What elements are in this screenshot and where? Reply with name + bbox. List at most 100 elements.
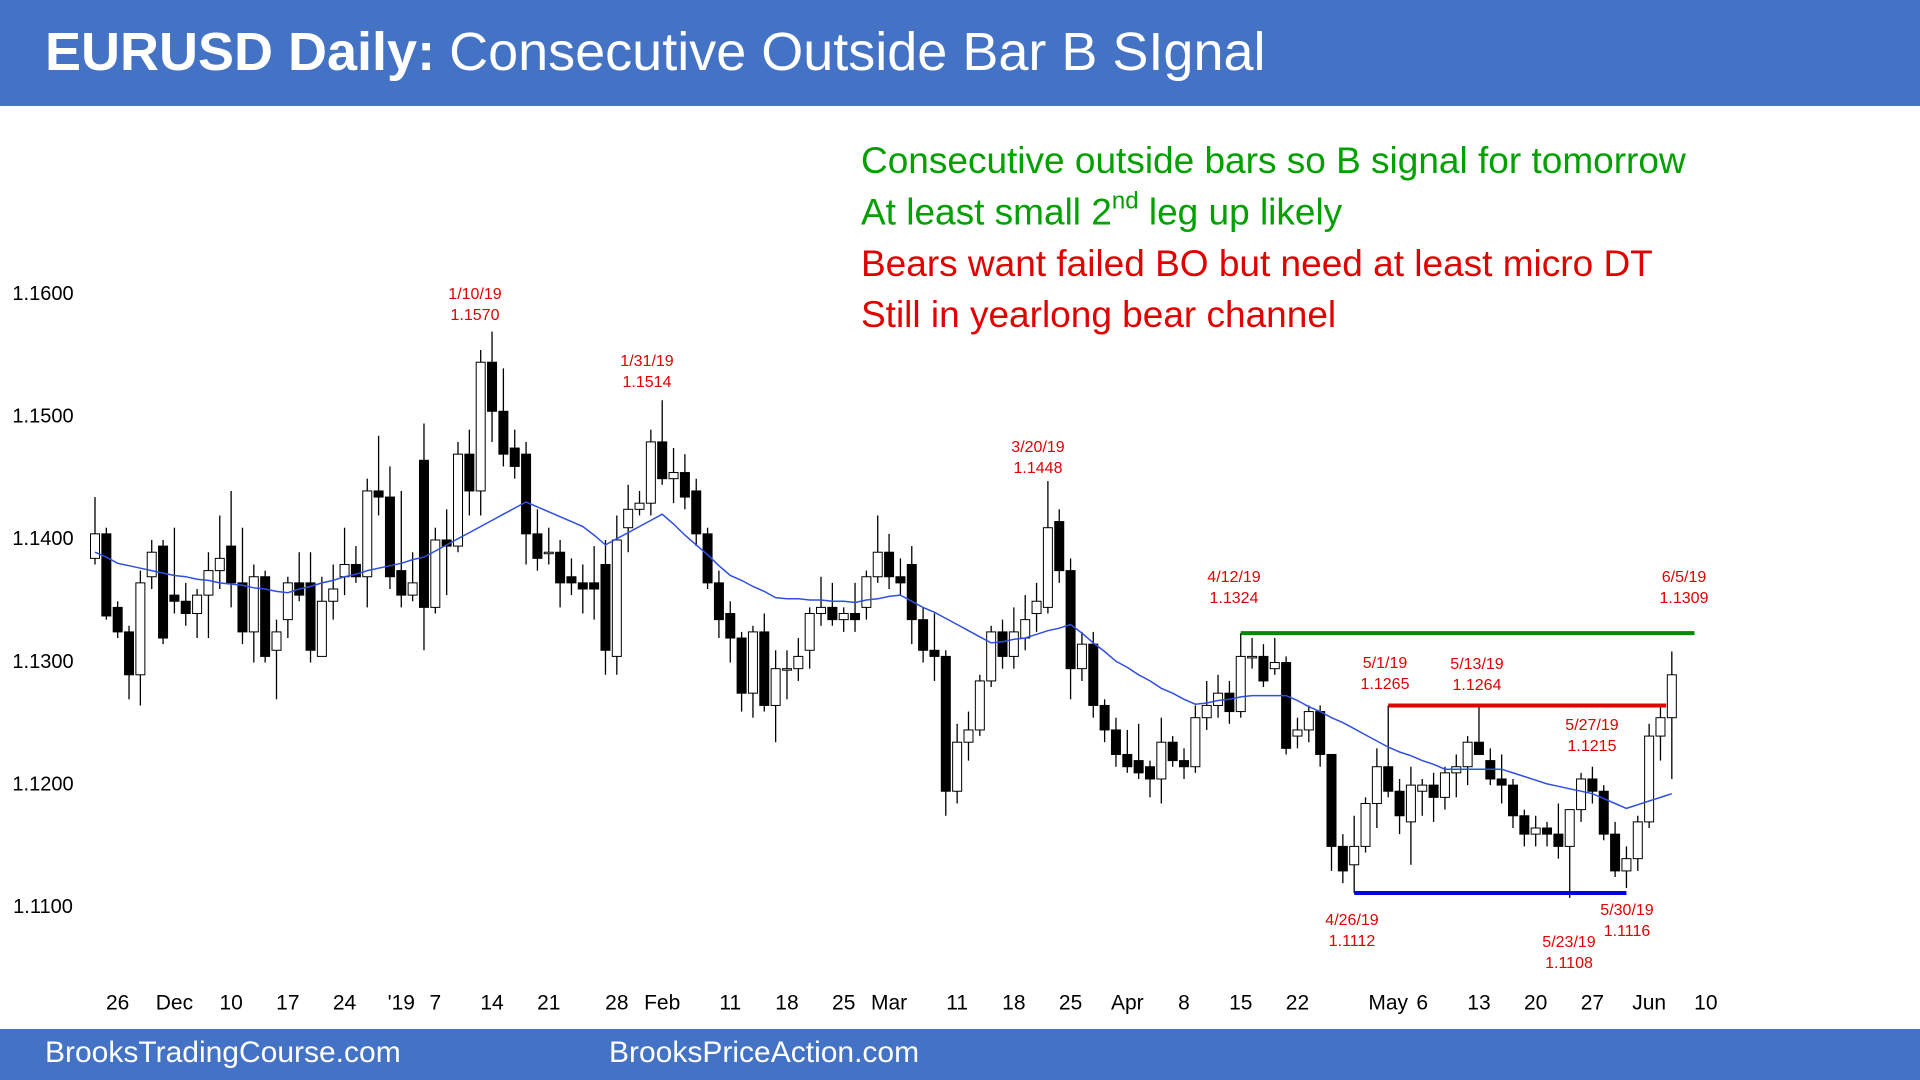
candle-body xyxy=(407,582,418,596)
candle-body xyxy=(827,606,838,621)
annotation-price: 1.1265 xyxy=(1361,676,1410,693)
candle-body xyxy=(124,631,135,676)
candle-body xyxy=(1281,662,1292,749)
candle-body xyxy=(623,508,634,529)
candle-body xyxy=(112,606,123,633)
candle-body xyxy=(1337,845,1348,872)
candle-body xyxy=(475,361,486,492)
candle-body xyxy=(929,649,940,657)
candle-body xyxy=(1247,655,1258,659)
x-tick-label: 14 xyxy=(480,992,504,1015)
candle-body xyxy=(747,631,758,694)
candle-body xyxy=(1020,619,1031,639)
x-tick-label: 20 xyxy=(1524,992,1547,1015)
x-tick-label: 18 xyxy=(775,992,798,1015)
header-bold: EURUSD Daily: xyxy=(45,22,435,82)
candle-body xyxy=(1462,741,1473,768)
x-tick-label: 27 xyxy=(1581,992,1604,1015)
candle-body xyxy=(532,533,543,559)
note: Bears want failed BO but need at least m… xyxy=(861,243,1653,284)
candle-body xyxy=(918,619,929,651)
annotation-date: 5/13/19 xyxy=(1450,656,1503,673)
candle-body xyxy=(1326,753,1337,847)
candle-body xyxy=(1303,711,1314,731)
candle-body xyxy=(1179,760,1190,768)
candle-body xyxy=(600,563,611,651)
x-tick-label: Jun xyxy=(1632,992,1666,1015)
annotation-price: 1.1324 xyxy=(1210,590,1259,607)
candle-body xyxy=(1042,527,1053,608)
annotation-date: 5/27/19 xyxy=(1565,717,1618,734)
candle-body xyxy=(192,594,203,615)
candle-body xyxy=(1371,766,1382,804)
x-tick-label: Feb xyxy=(644,992,680,1015)
candle-body xyxy=(1292,729,1303,737)
y-tick-label: 1.1500 xyxy=(12,406,73,428)
candle-body xyxy=(589,582,600,590)
candle-body xyxy=(736,637,747,694)
candle-body xyxy=(1224,692,1235,713)
candle-body xyxy=(396,570,407,596)
candle-body xyxy=(770,668,781,706)
candle-body xyxy=(1473,741,1484,755)
candle-body xyxy=(282,582,293,621)
y-tick-label: 1.1400 xyxy=(12,528,73,550)
candle-body xyxy=(566,576,577,584)
candle-body xyxy=(1496,778,1507,786)
candle-body xyxy=(1213,692,1224,706)
moving-average xyxy=(94,501,1673,810)
candle-body xyxy=(850,613,861,621)
header-bar xyxy=(0,0,1920,106)
x-tick-label: 24 xyxy=(333,992,357,1015)
y-tick-label: 1.1100 xyxy=(13,896,73,918)
note-text: Bears want failed BO but need at least m… xyxy=(861,243,1653,284)
candle-body xyxy=(146,551,157,578)
annotation-date: 1/31/19 xyxy=(620,353,673,370)
candle-body xyxy=(940,655,951,792)
candle-body xyxy=(1508,784,1518,817)
x-tick-label: 10 xyxy=(219,992,242,1015)
candle-body xyxy=(895,576,906,584)
header-rest: Consecutive Outside Bar B SIgnal xyxy=(449,22,1265,82)
candle-body xyxy=(260,576,271,657)
annotation-price: 1.1108 xyxy=(1545,955,1593,972)
candle-body xyxy=(997,631,1008,657)
candle-body xyxy=(1315,711,1326,755)
candle-body xyxy=(226,545,237,584)
candle-body xyxy=(101,533,112,617)
candle-body xyxy=(328,588,339,602)
candle-body xyxy=(1235,655,1246,713)
candle-body xyxy=(453,453,464,547)
candle-body xyxy=(816,606,827,615)
annotation-date: 3/20/19 xyxy=(1011,439,1064,456)
candle-body xyxy=(1360,802,1371,847)
candle-body xyxy=(1110,729,1121,755)
annotation-price: 1.1309 xyxy=(1660,590,1709,607)
candle-body xyxy=(884,551,895,578)
x-tick-label: 25 xyxy=(1059,992,1082,1015)
candle-body xyxy=(305,582,316,651)
x-tick-label: 11 xyxy=(946,992,968,1015)
candle-body xyxy=(725,613,736,639)
x-tick-label: 13 xyxy=(1467,992,1490,1015)
x-tick-label: 6 xyxy=(1416,992,1428,1015)
note-after: leg up likely xyxy=(1139,191,1343,232)
candle-body xyxy=(1258,655,1269,682)
candle-body xyxy=(1008,631,1019,657)
y-tick-label: 1.1200 xyxy=(12,773,73,795)
candle-body xyxy=(237,582,248,633)
x-tick-label: Mar xyxy=(871,992,907,1015)
note-text: At least small 2 xyxy=(861,191,1112,232)
annotation-price: 1.1448 xyxy=(1014,460,1063,477)
candle-body xyxy=(577,582,588,590)
candle-body xyxy=(316,600,327,657)
y-tick-label: 1.1300 xyxy=(12,651,73,673)
candle-body xyxy=(1133,760,1144,774)
annotation-date: 6/5/19 xyxy=(1662,569,1707,586)
candle-body xyxy=(1190,717,1201,768)
candle-body xyxy=(668,472,679,480)
annotation-price: 1.1514 xyxy=(623,374,672,391)
candle-body xyxy=(1530,827,1541,835)
